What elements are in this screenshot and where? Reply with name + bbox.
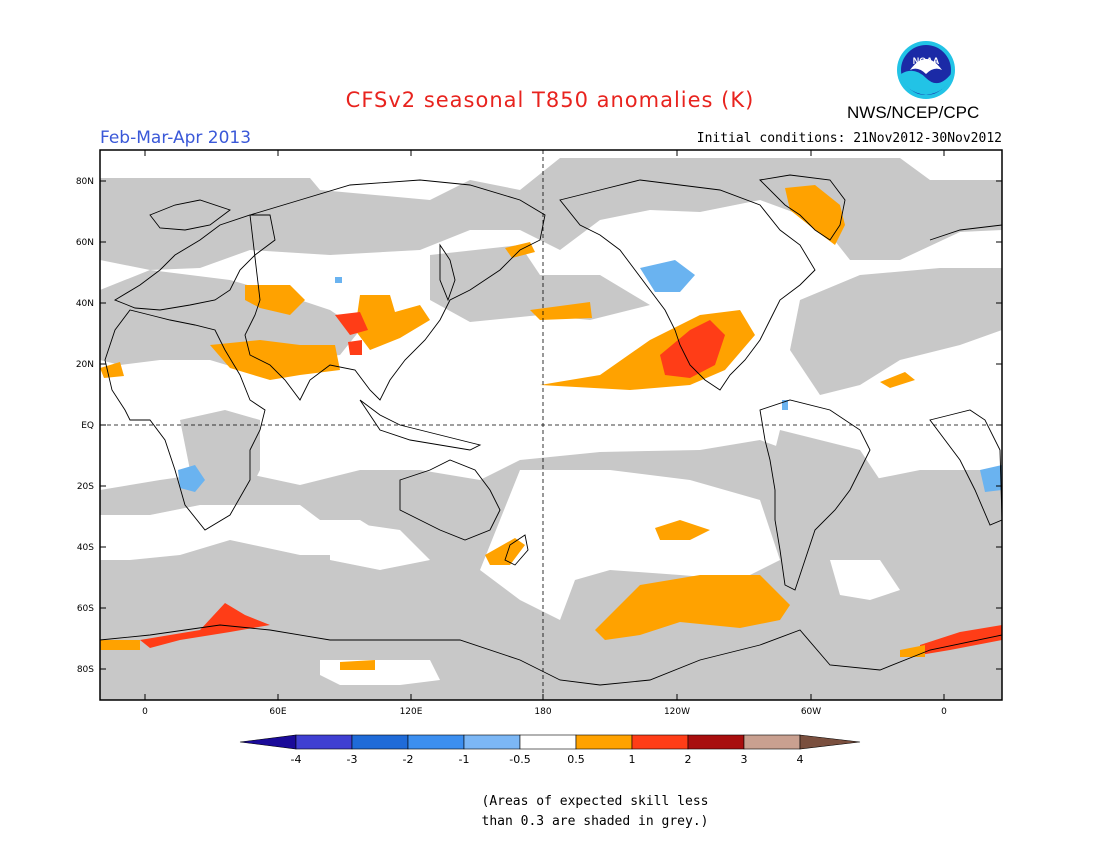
warm-area-greenland [785,185,845,245]
colorbar-swatch-7 [631,734,689,750]
warm-area-china [355,295,430,350]
white-area-south-pacific [480,470,780,620]
lon-label-60e: 60E [269,707,286,717]
warm-area-south-pacific-2 [655,520,710,540]
colorbar-label-4: 4 [797,753,804,766]
colorbar-left-arrow [239,734,297,750]
lat-label-eq: EQ [81,421,94,431]
cool-anomaly-layer [178,260,1002,492]
colorbar-swatch-9 [743,734,801,750]
white-area-south-indian [330,520,430,570]
lon-label-0-west: 0 [142,707,148,717]
lat-label-80n: 80N [76,177,94,187]
skill-note: (Areas of expected skill less than 0.3 a… [0,792,1100,832]
colorbar-label-3: 3 [741,753,748,766]
warm-area-antarctic-3 [900,645,925,657]
lat-label-20s: 20S [77,482,94,492]
warm-area-tibet [335,312,368,335]
coastlines [100,174,1002,686]
colorbar-swatch-4 [463,734,521,750]
colorbar-label-neg1: -1 [459,753,470,766]
warm-area-north-pacific [530,302,592,320]
colorbar-label-05: 0.5 [567,753,585,766]
grey-area-north-atlantic [790,268,1002,395]
warm-area-south-pacific [595,575,790,640]
page-title: CFSv2 seasonal T850 anomalies (K) [345,88,755,112]
longitude-axis [144,150,945,700]
warm-anomaly-layer [100,185,1002,670]
skill-note-line-1: (Areas of expected skill less [481,794,709,809]
colorbar-swatch-5 [519,734,577,750]
agency-label: NWS/NCEP/CPC [847,103,980,122]
colorbar-label-neg4: -4 [291,753,302,766]
lat-label-80s: 80S [77,665,94,675]
warm-area-tibet-2 [348,340,362,355]
grey-area-south-america [770,430,880,600]
colorbar-label-1: 1 [629,753,636,766]
grey-area-north-pacific [430,245,650,322]
season-label: Feb-Mar-Apr 2013 [100,128,252,148]
lat-label-60s: 60S [77,604,94,614]
lon-label-120w: 120W [664,707,690,717]
white-area-southeast-pacific [830,560,900,600]
lat-label-20n: 20N [76,360,94,370]
lon-label-60w: 60W [801,707,821,717]
cool-area-south-atlantic [980,465,1002,492]
skill-note-line-2: than 0.3 are shaded in grey.) [481,814,709,829]
warm-area-south-asia [210,340,340,380]
white-area-south-atlantic [100,505,400,560]
warm-area-antarctic-4 [100,640,140,650]
colorbar-right-arrow [799,734,861,750]
lat-label-40n: 40N [76,299,94,309]
lon-label-120e: 120E [400,707,423,717]
warm-area-antarctic-5 [340,660,375,670]
white-area-antarctic-coast [320,660,440,685]
noaa-logo: NOAA [897,41,955,99]
cool-area-caspian [335,277,342,283]
colorbar-label-neg05: -0.5 [509,753,530,766]
cool-area-north-america [640,260,695,292]
colorbar-swatch-8 [687,734,745,750]
colorbar-swatch-6 [575,734,633,750]
grey-area-australia [405,480,500,540]
colorbar-label-neg3: -3 [347,753,358,766]
colorbar-swatch-1 [295,734,353,750]
warm-area-mexico [660,320,725,378]
lon-label-0-east: 0 [941,707,947,717]
warm-area-west-asia [245,285,305,315]
lat-label-60n: 60N [76,238,94,248]
warm-area-new-zealand [485,538,525,565]
initial-conditions-label: Initial conditions: 21Nov2012-30Nov2012 [696,131,1002,146]
lat-label-40s: 40S [77,543,94,553]
warm-area-north-atlantic [880,372,915,388]
anomaly-map: 80N 60N 40N 20N EQ 20S 40S 60S 80S 0 60E… [76,149,1003,766]
logo-text: NOAA [913,56,940,66]
grey-area-arctic [100,158,1002,270]
colorbar-label-neg2: -2 [403,753,414,766]
colorbar-swatch-2 [351,734,409,750]
colorbar [239,734,861,750]
warm-area-antarctic [140,603,270,648]
cool-area-southern-africa [178,465,205,492]
warm-area-west-africa [100,362,124,378]
latitude-axis [100,180,1002,670]
lon-label-180: 180 [534,707,551,717]
colorbar-label-2: 2 [685,753,692,766]
colorbar-swatch-3 [407,734,465,750]
